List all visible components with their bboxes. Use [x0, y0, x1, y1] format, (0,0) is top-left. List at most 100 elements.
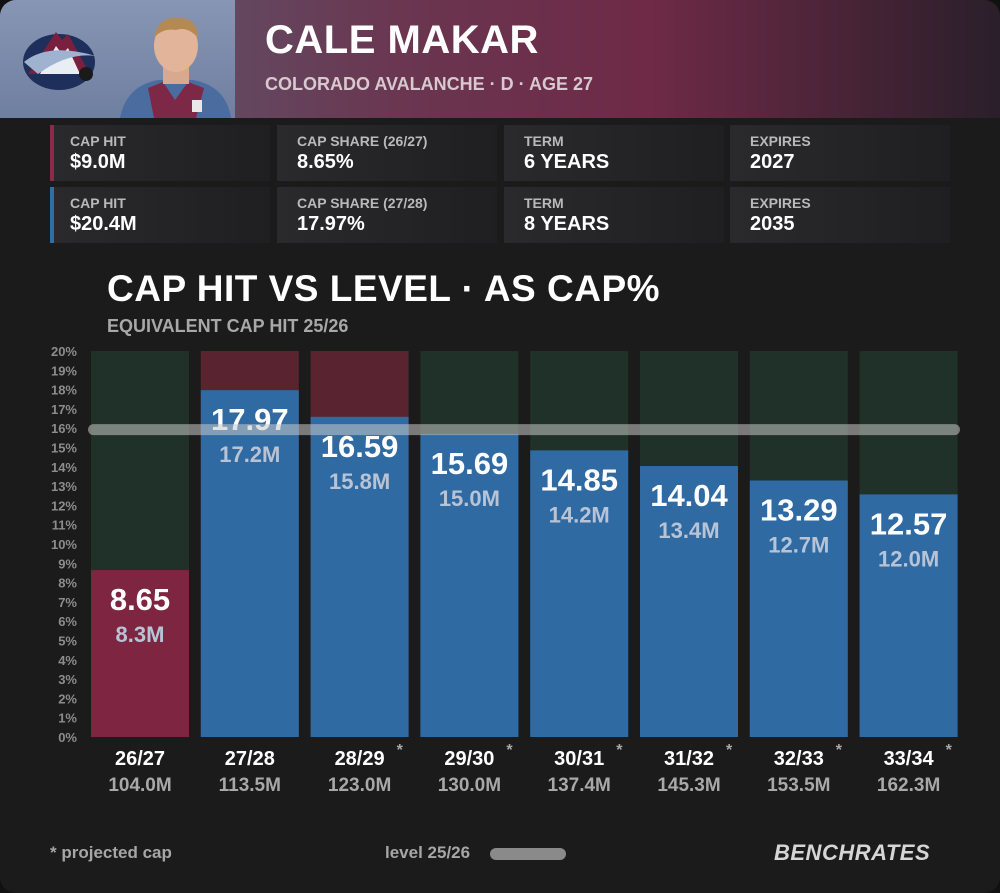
x-cap-total-label: 153.5M: [767, 775, 830, 796]
y-tick-label: 9%: [58, 556, 77, 571]
contract-row-extension: CAP HIT $20.4M CAP SHARE (27/28) 17.97% …: [50, 187, 950, 243]
player-header: CALE MAKAR COLORADO AVALANCHE · D · AGE …: [0, 0, 1000, 118]
y-tick-label: 4%: [58, 653, 77, 668]
contract-row-current: CAP HIT $9.0M CAP SHARE (26/27) 8.65% TE…: [50, 125, 950, 181]
bar: [420, 434, 519, 737]
chart-subtitle: EQUIVALENT CAP HIT 25/26: [107, 316, 349, 336]
accent-bar: [50, 125, 54, 181]
y-tick-label: 18%: [51, 383, 77, 398]
bar-equivalent-label: 15.0M: [439, 486, 500, 511]
stat-label: EXPIRES: [750, 195, 811, 211]
x-tick-label: 26/27: [115, 748, 165, 770]
y-tick-label: 14%: [51, 460, 77, 475]
stat-label: EXPIRES: [750, 133, 811, 149]
bar: [749, 480, 848, 737]
projected-marker: *: [836, 742, 843, 759]
bar: [640, 466, 738, 737]
logo-panel: [0, 0, 235, 118]
x-tick-label: 29/30: [444, 748, 494, 770]
y-tick-label: 2%: [58, 691, 77, 706]
stat-value: 2027: [750, 151, 795, 173]
stat-value: 2035: [750, 213, 795, 235]
stat-value: $20.4M: [70, 213, 137, 235]
x-tick-label: 28/29: [335, 748, 385, 770]
bar-equivalent-label: 8.3M: [116, 622, 165, 647]
player-subtitle: COLORADO AVALANCHE · D · AGE 27: [265, 74, 594, 94]
level-line: [88, 424, 960, 436]
y-tick-label: 17%: [51, 402, 77, 417]
bar-equivalent-label: 13.4M: [658, 518, 719, 543]
y-tick-label: 16%: [51, 421, 77, 436]
y-tick-label: 15%: [51, 441, 77, 456]
y-tick-label: 8%: [58, 576, 77, 591]
stat-value: 8 YEARS: [524, 213, 610, 235]
stat-cap-share: CAP SHARE (26/27) 8.65%: [277, 125, 497, 181]
stat-expires: EXPIRES 2027: [730, 125, 950, 181]
stat-value: $9.0M: [70, 151, 126, 173]
y-tick-label: 0%: [58, 730, 77, 745]
stat-label: CAP HIT: [70, 195, 126, 211]
bar-value-label: 12.57: [870, 506, 948, 541]
brand-logo: BENCHRATES: [774, 840, 931, 865]
x-tick-label: 31/32: [664, 748, 714, 770]
y-tick-label: 3%: [58, 672, 77, 687]
bar: [200, 390, 299, 737]
stat-label: CAP SHARE (26/27): [297, 133, 428, 149]
bar: [530, 450, 629, 737]
team-logo-icon: [23, 32, 96, 90]
y-tick-label: 7%: [58, 595, 77, 610]
bar-value-label: 14.85: [540, 462, 618, 497]
stat-cap-hit: CAP HIT $20.4M: [50, 187, 270, 243]
stat-value: 17.97%: [297, 213, 365, 235]
y-tick-label: 6%: [58, 614, 77, 629]
projected-marker: *: [726, 742, 733, 759]
bar-value-label: 13.29: [760, 493, 838, 528]
bar-equivalent-label: 12.7M: [768, 533, 829, 558]
bar-value-label: 15.69: [431, 446, 509, 481]
projected-marker: *: [946, 742, 953, 759]
accent-bar: [50, 187, 54, 243]
bar: [91, 570, 189, 737]
player-photo: [120, 17, 231, 118]
x-tick-label: 30/31: [554, 748, 604, 770]
cap-chart: 0% 1% 2% 3% 4% 5% 6% 7% 8% 9% 10% 11% 12% 13% 14% 15% 16…: [51, 344, 960, 796]
y-tick-label: 1%: [58, 711, 77, 726]
x-cap-total-label: 130.0M: [438, 775, 501, 796]
stat-term: TERM 8 YEARS: [504, 187, 724, 243]
x-cap-total-label: 145.3M: [657, 775, 720, 796]
stat-value: 8.65%: [297, 151, 354, 173]
bar-value-label: 8.65: [110, 582, 170, 617]
bar-value-label: 14.04: [650, 478, 728, 513]
stat-term: TERM 6 YEARS: [504, 125, 724, 181]
bar-equivalent-label: 15.8M: [329, 469, 390, 494]
projected-marker: *: [506, 742, 513, 759]
bar-equivalent-label: 14.2M: [549, 502, 610, 527]
x-tick-label: 27/28: [225, 748, 275, 770]
x-cap-total-label: 137.4M: [548, 775, 611, 796]
level-legend-label: level 25/26: [385, 843, 471, 862]
stat-cap-share: CAP SHARE (27/28) 17.97%: [277, 187, 497, 243]
stat-label: CAP SHARE (27/28): [297, 195, 428, 211]
projected-marker: *: [616, 742, 623, 759]
x-cap-total-label: 104.0M: [108, 775, 171, 796]
y-tick-label: 10%: [51, 537, 77, 552]
chart-title: CAP HIT VS LEVEL · AS CAP%: [107, 268, 661, 309]
projected-marker: *: [397, 742, 404, 759]
x-tick-label: 33/34: [884, 748, 935, 770]
bar-equivalent-label: 12.0M: [878, 546, 939, 571]
stat-label: TERM: [524, 195, 564, 211]
stat-label: TERM: [524, 133, 564, 149]
y-tick-label: 13%: [51, 479, 77, 494]
bar: [859, 494, 958, 737]
x-cap-total-label: 113.5M: [219, 775, 281, 796]
stat-expires: EXPIRES 2035: [730, 187, 950, 243]
x-cap-total-label: 123.0M: [328, 775, 391, 796]
y-tick-label: 20%: [51, 344, 77, 359]
bar: [310, 416, 409, 737]
player-name: CALE MAKAR: [265, 18, 539, 62]
bar-equivalent-label: 17.2M: [219, 442, 280, 467]
y-tick-label: 12%: [51, 498, 77, 513]
stat-label: CAP HIT: [70, 133, 126, 149]
level-legend-swatch: [490, 848, 566, 860]
